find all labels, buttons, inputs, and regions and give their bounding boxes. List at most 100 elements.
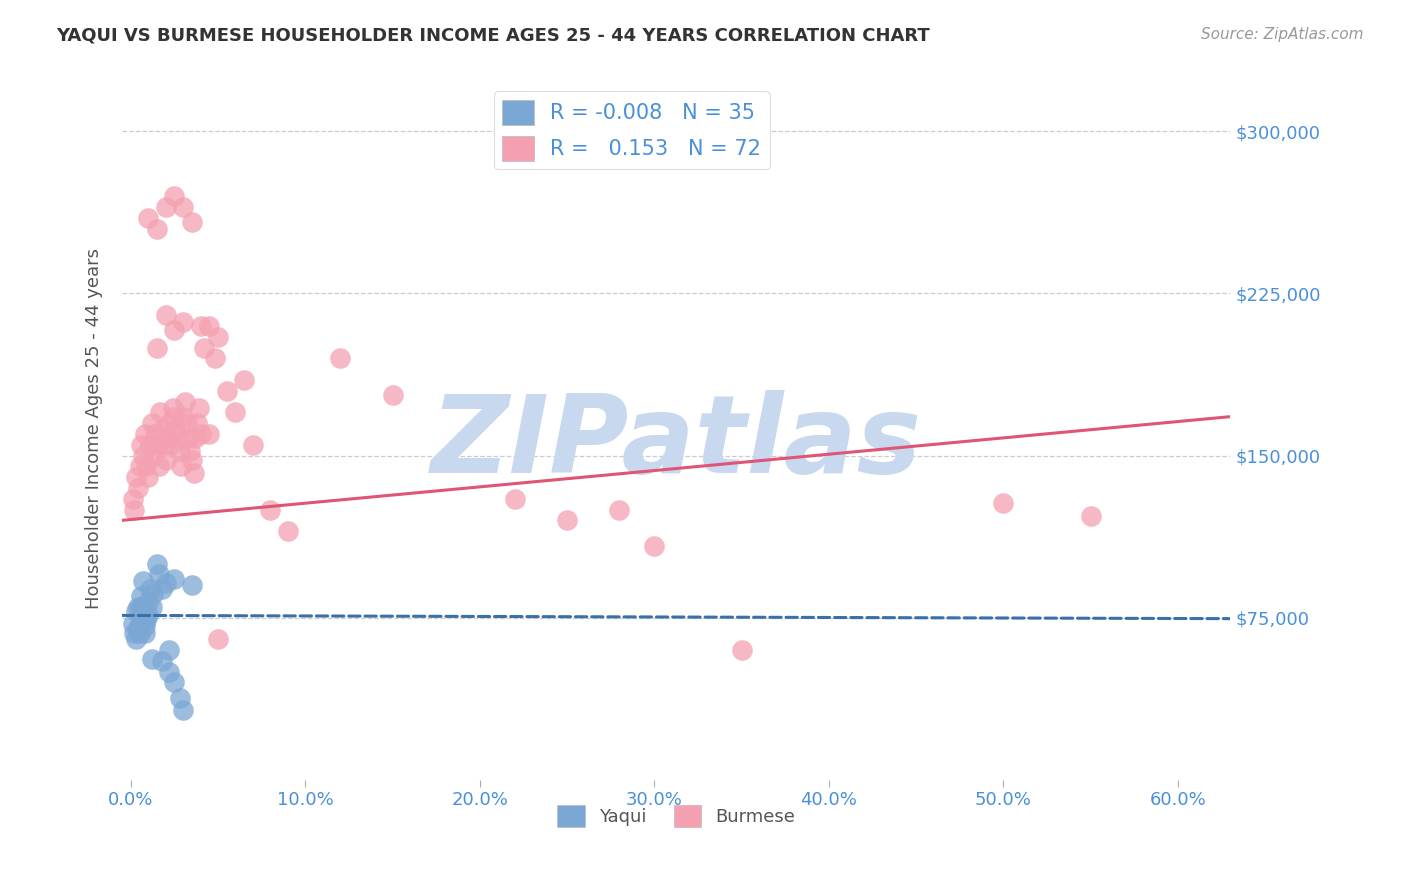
Point <box>139 582 162 597</box>
Point <box>142 587 165 601</box>
Point <box>134 625 156 640</box>
Point <box>135 613 157 627</box>
Point <box>127 481 149 495</box>
Point <box>134 619 156 633</box>
Point <box>157 416 180 430</box>
Point <box>172 703 194 717</box>
Text: Source: ZipAtlas.com: Source: ZipAtlas.com <box>1201 27 1364 42</box>
Point <box>148 567 170 582</box>
Point <box>155 453 177 467</box>
Point <box>162 401 184 415</box>
Point <box>132 449 155 463</box>
Point <box>190 426 212 441</box>
Point <box>136 470 159 484</box>
Point <box>198 318 221 333</box>
Point <box>172 200 194 214</box>
Point <box>142 449 165 463</box>
Point <box>173 394 195 409</box>
Point <box>198 426 221 441</box>
Point <box>163 189 186 203</box>
Point <box>207 632 229 647</box>
Point <box>122 625 145 640</box>
Point <box>163 675 186 690</box>
Point <box>139 438 162 452</box>
Point <box>134 610 156 624</box>
Point <box>134 426 156 441</box>
Point <box>277 524 299 538</box>
Point <box>121 617 143 632</box>
Point <box>555 513 578 527</box>
Point <box>141 599 163 614</box>
Point <box>609 502 631 516</box>
Point <box>165 423 187 437</box>
Point <box>155 576 177 591</box>
Point <box>187 401 209 415</box>
Point <box>136 595 159 609</box>
Text: YAQUI VS BURMESE HOUSEHOLDER INCOME AGES 25 - 44 YEARS CORRELATION CHART: YAQUI VS BURMESE HOUSEHOLDER INCOME AGES… <box>56 27 929 45</box>
Point <box>157 665 180 679</box>
Point <box>179 444 201 458</box>
Point <box>129 599 152 614</box>
Point <box>148 459 170 474</box>
Point <box>329 351 352 366</box>
Point <box>183 466 205 480</box>
Point <box>132 574 155 588</box>
Point <box>190 318 212 333</box>
Point <box>128 459 150 474</box>
Point <box>643 539 665 553</box>
Point <box>129 438 152 452</box>
Point <box>128 617 150 632</box>
Point <box>193 341 215 355</box>
Point <box>259 502 281 516</box>
Point <box>172 315 194 329</box>
Point <box>149 405 172 419</box>
Point <box>122 502 145 516</box>
Point <box>167 431 190 445</box>
Point <box>163 409 186 424</box>
Point <box>146 341 169 355</box>
Point <box>242 438 264 452</box>
Point <box>172 409 194 424</box>
Point <box>207 329 229 343</box>
Point <box>503 491 526 506</box>
Point <box>170 459 193 474</box>
Point <box>129 589 152 603</box>
Point <box>215 384 238 398</box>
Point <box>153 438 176 452</box>
Point <box>146 438 169 452</box>
Point <box>180 215 202 229</box>
Point <box>121 491 143 506</box>
Text: ZIPatlas: ZIPatlas <box>430 390 922 496</box>
Point <box>141 651 163 665</box>
Point <box>993 496 1015 510</box>
Point <box>128 625 150 640</box>
Point <box>125 632 148 647</box>
Point <box>169 690 191 705</box>
Point <box>176 416 198 430</box>
Point <box>150 654 173 668</box>
Point <box>125 470 148 484</box>
Point <box>180 578 202 592</box>
Point <box>132 604 155 618</box>
Point <box>224 405 246 419</box>
Point <box>155 308 177 322</box>
Point <box>125 604 148 618</box>
Point <box>155 200 177 214</box>
Point <box>136 211 159 225</box>
Point <box>163 572 186 586</box>
Point <box>1080 509 1102 524</box>
Point <box>135 459 157 474</box>
Point <box>177 431 200 445</box>
Point <box>136 608 159 623</box>
Point <box>135 604 157 618</box>
Point <box>157 643 180 657</box>
Point <box>160 438 183 452</box>
Point <box>204 351 226 366</box>
Point <box>146 557 169 571</box>
Legend: Yaqui, Burmese: Yaqui, Burmese <box>550 797 803 834</box>
Point <box>141 416 163 430</box>
Point <box>150 582 173 597</box>
Point <box>150 423 173 437</box>
Point <box>163 323 186 337</box>
Point <box>143 426 166 441</box>
